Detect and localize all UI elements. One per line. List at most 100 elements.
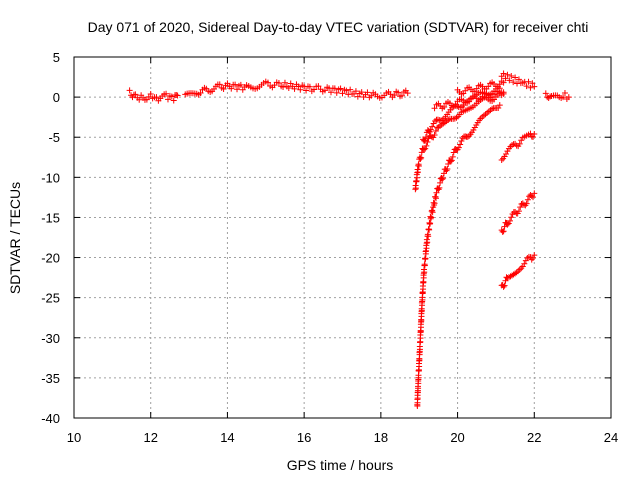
data-point xyxy=(531,190,538,197)
data-point xyxy=(168,93,175,100)
data-point xyxy=(264,79,271,86)
data-point xyxy=(444,165,451,172)
data-point xyxy=(331,85,338,92)
data-point xyxy=(437,179,444,186)
data-point xyxy=(436,184,443,191)
y-tick-label: -35 xyxy=(41,371,60,386)
data-point xyxy=(424,239,431,246)
data-point xyxy=(502,75,509,82)
data-point xyxy=(232,81,239,88)
data-point xyxy=(547,93,554,100)
data-point xyxy=(415,374,422,381)
data-point xyxy=(337,85,344,92)
data-point xyxy=(417,335,424,342)
data-point xyxy=(512,74,519,81)
data-point xyxy=(423,245,430,252)
data-point xyxy=(126,87,133,94)
data-point xyxy=(333,89,340,96)
data-point xyxy=(504,221,511,228)
data-point xyxy=(429,123,436,130)
data-point xyxy=(496,102,503,109)
data-point xyxy=(237,81,244,88)
data-point xyxy=(404,90,411,97)
series-band-12.9-18.7 xyxy=(182,78,411,101)
data-point xyxy=(432,118,439,125)
data-point xyxy=(517,204,524,211)
data-point xyxy=(423,142,430,149)
data-point xyxy=(437,117,444,124)
data-point xyxy=(527,84,534,91)
data-point xyxy=(455,144,462,151)
data-point xyxy=(531,83,538,90)
axis-ticks: 10 12 14 16 18 20 22 24 5 0 -5 -10 -15 -20 -25 -30 -35 -4… xyxy=(41,50,618,445)
data-point xyxy=(501,282,508,289)
data-point xyxy=(420,286,427,293)
data-point xyxy=(228,85,235,92)
data-point xyxy=(452,101,459,108)
data-point xyxy=(321,87,328,94)
y-axis-label: SDTVAR / TECUs xyxy=(7,182,23,294)
data-point xyxy=(457,141,464,148)
data-point xyxy=(431,131,438,138)
x-tick-label: 16 xyxy=(297,430,311,445)
data-point xyxy=(421,262,428,269)
series-late-1 xyxy=(498,130,538,163)
data-point xyxy=(220,85,227,92)
data-point xyxy=(525,78,532,85)
y-tick-label: -30 xyxy=(41,331,60,346)
data-point xyxy=(315,83,322,90)
data-point xyxy=(504,71,511,78)
data-point xyxy=(427,126,434,133)
plot-frame xyxy=(73,56,612,419)
data-point xyxy=(414,174,421,181)
data-point xyxy=(354,93,361,100)
data-point xyxy=(421,146,428,153)
data-point xyxy=(508,214,515,221)
data-point xyxy=(147,90,154,97)
data-point xyxy=(495,104,502,111)
data-point xyxy=(509,142,516,149)
data-point xyxy=(132,91,139,98)
data-point xyxy=(416,356,423,363)
data-point xyxy=(415,163,422,170)
data-point xyxy=(530,255,537,262)
data-point xyxy=(560,94,567,101)
y-tick-label: -10 xyxy=(41,170,60,185)
data-point xyxy=(295,83,302,90)
data-point xyxy=(485,83,492,90)
data-point xyxy=(500,228,507,235)
data-point xyxy=(508,73,515,80)
x-tick-label: 18 xyxy=(374,430,388,445)
data-point xyxy=(521,260,528,267)
data-point xyxy=(516,266,523,273)
data-point xyxy=(440,170,447,177)
chart-title: Day 071 of 2020, Sidereal Day-to-day VTE… xyxy=(88,19,589,35)
data-point xyxy=(421,269,428,276)
data-point xyxy=(449,153,456,160)
data-point xyxy=(414,395,421,402)
data-point xyxy=(496,81,503,88)
data-point xyxy=(544,94,551,101)
data-point xyxy=(500,79,507,86)
data-point xyxy=(510,79,517,86)
data-point xyxy=(464,133,471,140)
data-point xyxy=(428,214,435,221)
grid xyxy=(74,57,611,418)
data-point xyxy=(439,176,446,183)
data-point xyxy=(501,153,508,160)
series-band-11.5-12.7 xyxy=(126,87,181,104)
data-point xyxy=(422,145,429,152)
data-point xyxy=(391,92,398,99)
data-point xyxy=(431,105,438,112)
data-point xyxy=(530,194,537,201)
data-point xyxy=(506,77,513,84)
y-tick-label: 5 xyxy=(53,50,60,65)
x-tick-label: 24 xyxy=(604,430,618,445)
series-arc-highest xyxy=(454,78,507,97)
x-tick-label: 12 xyxy=(143,430,157,445)
y-tick-label: -5 xyxy=(48,130,60,145)
data-point xyxy=(448,157,455,164)
data-point xyxy=(306,83,313,90)
data-point xyxy=(432,127,439,134)
